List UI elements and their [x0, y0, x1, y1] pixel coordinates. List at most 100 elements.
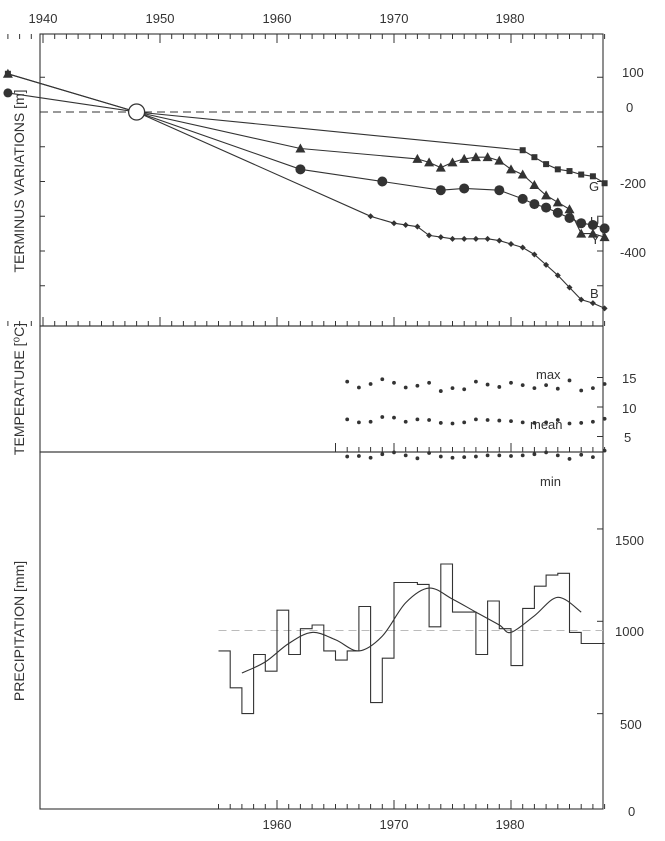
series-label-y: Y — [591, 232, 600, 247]
terminus-series-lines — [7, 73, 605, 309]
temp-point-min-1988 — [602, 448, 607, 453]
temp-point-min-1987 — [591, 455, 595, 460]
marker-u-1986 — [576, 218, 587, 229]
temp-point-max-1988 — [602, 382, 607, 386]
annual-precipitation-steps — [218, 563, 605, 715]
temp-point-mean-1967 — [357, 420, 361, 425]
series-line-g — [7, 73, 605, 184]
temp-point-min-1974 — [438, 454, 443, 459]
marker-y-1980 — [506, 164, 516, 174]
series-line-u — [7, 92, 605, 229]
marker-b-1976 — [461, 235, 468, 242]
marker-y-1986 — [576, 228, 587, 238]
temperature-y-axis-label: TEMPERATURE [⁰C] — [11, 323, 27, 455]
precip-y-tick-label-1500: 1500 — [615, 533, 644, 548]
temp-point-min-1969 — [380, 452, 385, 457]
temp-point-max-1979 — [497, 385, 502, 389]
temp-point-max-1971 — [403, 385, 408, 390]
marker-u-1984 — [552, 207, 563, 218]
temperature-x-ticks — [335, 443, 606, 452]
x-tick-label-1970-bottom: 1970 — [380, 817, 409, 832]
temp-point-min-1985 — [567, 457, 572, 461]
marker-u-1976 — [459, 183, 470, 194]
temp-point-max-1981 — [520, 383, 525, 388]
marker-u-1988 — [599, 223, 610, 234]
marker-u-1937 — [3, 88, 13, 98]
temp-point-min-1984 — [555, 453, 560, 458]
series-label-b: B — [590, 286, 599, 301]
terminus-y-axis-label: TERMINUS VARIATIONS [m] — [11, 89, 27, 272]
temp-point-max-1977 — [474, 379, 478, 384]
marker-u-1987 — [587, 219, 598, 230]
temp-point-max-1980 — [509, 380, 513, 385]
terminus-panel: TERMINUS VARIATIONS [m] 1940 1950 1960 1… — [2, 11, 646, 327]
marker-b-1984 — [554, 272, 561, 279]
x-tick-label-1950: 1950 — [146, 11, 175, 26]
temp-point-max-1973 — [427, 380, 431, 385]
marker-b-1983 — [543, 261, 550, 268]
temp-point-mean-1971 — [403, 419, 408, 424]
marker-g-1982 — [531, 154, 538, 161]
temp-point-mean-1978 — [485, 418, 490, 422]
marker-y-1988 — [599, 232, 610, 242]
temp-point-max-1985 — [567, 378, 572, 383]
marker-g-1987 — [589, 173, 596, 180]
series-label-g: G — [589, 179, 599, 194]
marker-y-1987 — [587, 228, 598, 238]
marker-u-1979 — [494, 185, 505, 196]
marker-b-1973 — [426, 232, 433, 239]
x-tick-label-1960: 1960 — [263, 11, 292, 26]
marker-b-1975 — [449, 235, 456, 242]
marker-b-1982 — [531, 251, 538, 258]
temp-point-mean-1969 — [380, 415, 385, 419]
temp-point-max-1986 — [579, 388, 584, 393]
marker-y-1962 — [295, 143, 306, 153]
temp-point-mean-1980 — [509, 419, 513, 424]
temp-point-mean-1987 — [591, 419, 595, 424]
temp-point-mean-1975 — [450, 421, 455, 426]
precipitation-x-ticks — [218, 800, 606, 809]
temp-point-max-1975 — [450, 386, 455, 391]
marker-b-1981 — [519, 244, 526, 251]
smoothed-precipitation-line — [241, 587, 582, 674]
marker-u-1974 — [435, 185, 446, 196]
temp-point-max-1967 — [357, 385, 361, 390]
temperature-frame — [39, 325, 604, 453]
precipitation-y-ticks — [597, 528, 603, 715]
temperature-y-ticks — [597, 377, 603, 437]
marker-y-1974 — [435, 162, 446, 172]
marker-y-1984 — [552, 197, 563, 207]
marker-y-1981 — [517, 169, 528, 179]
temp-point-min-1968 — [368, 455, 373, 460]
terminus-frame — [39, 33, 604, 327]
temp-point-max-1982 — [532, 386, 537, 391]
temp-point-mean-1982 — [532, 421, 537, 425]
x-tick-label-1980: 1980 — [496, 11, 525, 26]
temp-point-max-1974 — [438, 389, 443, 393]
marker-y-1972 — [412, 153, 423, 163]
marker-y-1983 — [541, 190, 552, 200]
temp-y-tick-label-10: 10 — [622, 401, 636, 416]
temp-point-max-1984 — [555, 386, 560, 391]
temp-point-max-1987 — [591, 386, 595, 391]
marker-b-1978 — [484, 235, 491, 242]
temp-point-max-1966 — [345, 379, 350, 384]
y-tick-label-100: 100 — [622, 65, 644, 80]
marker-u-1969 — [377, 176, 388, 187]
temp-point-mean-1984 — [555, 418, 560, 422]
x-tick-label-1980-bottom: 1980 — [496, 817, 525, 832]
marker-g-1986 — [578, 171, 585, 178]
terminus-x-ticks — [7, 34, 606, 326]
marker-b-1970 — [391, 220, 397, 227]
temp-point-mean-1979 — [497, 418, 502, 423]
series-line-y — [7, 73, 605, 238]
marker-y-1975 — [447, 157, 458, 167]
temp-point-min-1980 — [509, 454, 513, 458]
marker-g-1988 — [601, 180, 608, 187]
marker-g-1984 — [554, 166, 561, 173]
marker-y-1982 — [529, 179, 540, 189]
precip-y-tick-label-1000: 1000 — [615, 624, 644, 639]
marker-y-1978 — [482, 152, 493, 162]
marker-g-1981 — [519, 147, 526, 154]
